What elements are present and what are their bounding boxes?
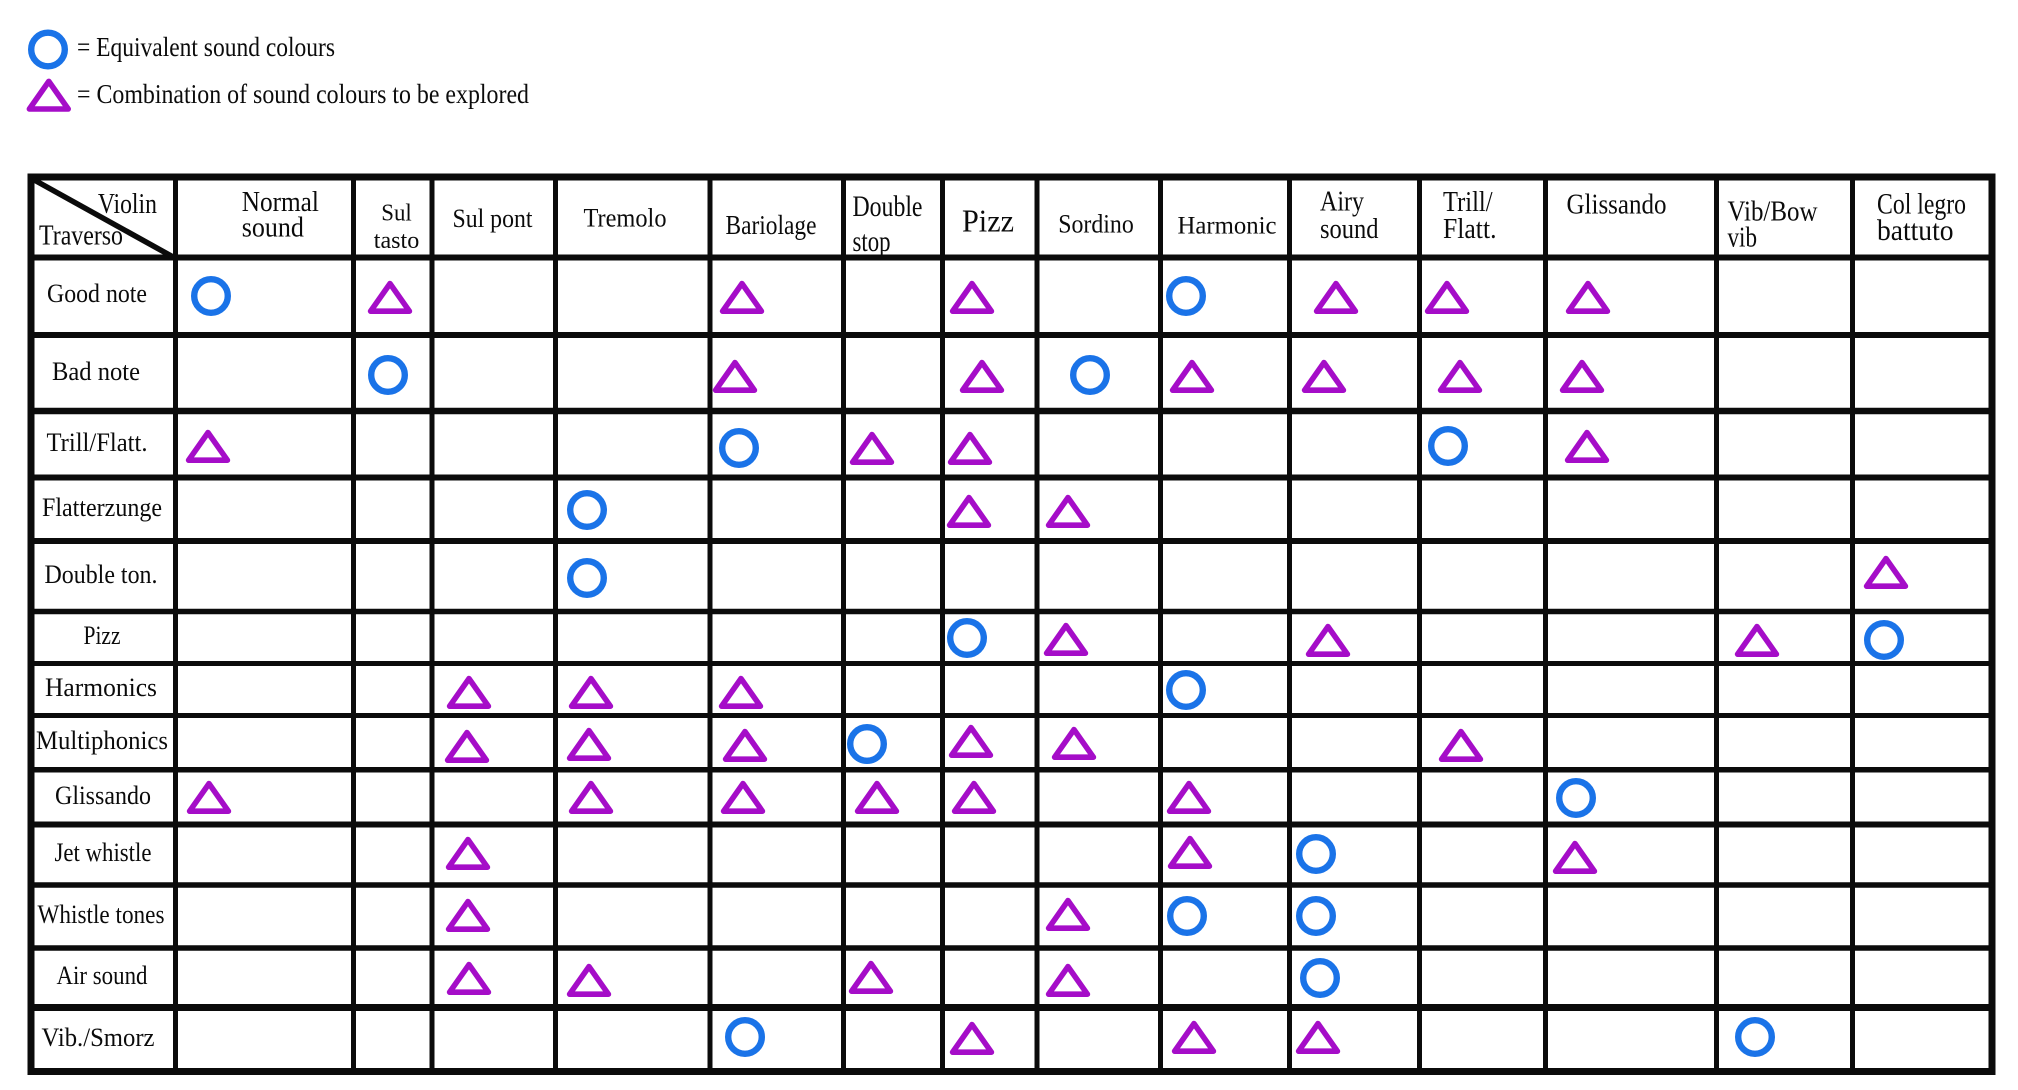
svg-text:Airy: Airy bbox=[1320, 187, 1364, 218]
svg-text:Pizz: Pizz bbox=[84, 621, 121, 650]
svg-text:Vib/Bow: Vib/Bow bbox=[1728, 196, 1818, 228]
svg-text:Double ton.: Double ton. bbox=[45, 560, 158, 589]
svg-text:Air sound: Air sound bbox=[57, 961, 148, 990]
svg-text:Pizz: Pizz bbox=[962, 203, 1014, 239]
svg-text:Bad note: Bad note bbox=[52, 357, 140, 386]
svg-text:Flatt.: Flatt. bbox=[1443, 214, 1497, 245]
svg-text:Flatterzunge: Flatterzunge bbox=[42, 493, 162, 522]
svg-text:sound: sound bbox=[1320, 214, 1379, 245]
svg-text:Harmonic: Harmonic bbox=[1178, 213, 1277, 240]
svg-text:Tremolo: Tremolo bbox=[584, 204, 667, 233]
svg-text:Multiphonics: Multiphonics bbox=[36, 726, 168, 755]
svg-text:Sul: Sul bbox=[381, 201, 412, 227]
svg-text:= Equivalent sound colours: = Equivalent sound colours bbox=[77, 32, 335, 62]
svg-text:Glissando: Glissando bbox=[1567, 189, 1667, 221]
svg-text:Glissando: Glissando bbox=[55, 781, 151, 810]
svg-text:battuto: battuto bbox=[1877, 214, 1954, 247]
svg-text:Col legro: Col legro bbox=[1877, 188, 1966, 221]
svg-text:Harmonics: Harmonics bbox=[45, 673, 157, 702]
svg-text:stop: stop bbox=[853, 225, 891, 258]
svg-text:Trill/: Trill/ bbox=[1443, 187, 1493, 218]
svg-text:Double: Double bbox=[853, 190, 923, 223]
svg-text:Trill/Flatt.: Trill/Flatt. bbox=[47, 428, 148, 457]
svg-text:vib: vib bbox=[1728, 222, 1758, 254]
svg-text:Violin: Violin bbox=[98, 188, 157, 220]
svg-text:Whistle tones: Whistle tones bbox=[38, 900, 165, 929]
svg-text:= Combination of sound colours: = Combination of sound colours to be exp… bbox=[77, 79, 529, 109]
svg-text:Normal: Normal bbox=[242, 186, 319, 218]
svg-text:Traverso: Traverso bbox=[39, 220, 123, 252]
svg-text:Bariolage: Bariolage bbox=[726, 210, 817, 240]
svg-text:Good note: Good note bbox=[47, 279, 147, 308]
svg-text:Jet whistle: Jet whistle bbox=[55, 838, 152, 867]
svg-text:tasto: tasto bbox=[374, 228, 420, 254]
svg-text:sound: sound bbox=[242, 212, 305, 244]
svg-text:Vib./Smorz: Vib./Smorz bbox=[42, 1023, 155, 1052]
svg-text:Sordino: Sordino bbox=[1058, 210, 1134, 239]
svg-text:Sul pont: Sul pont bbox=[453, 204, 534, 233]
